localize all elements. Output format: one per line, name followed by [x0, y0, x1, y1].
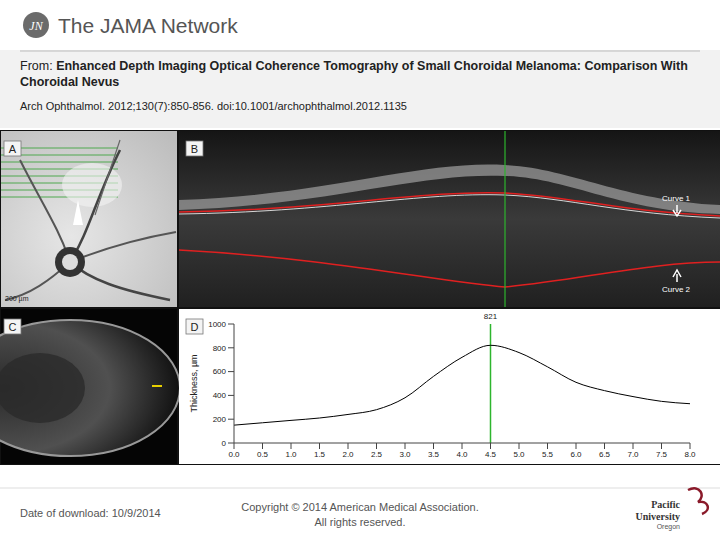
svg-text:All rights reserved.: All rights reserved. [314, 516, 405, 528]
svg-text:Copyright © 2014 American Medi: Copyright © 2014 American Medical Associ… [241, 501, 478, 513]
svg-text:3.0: 3.0 [399, 450, 411, 459]
svg-text:1.5: 1.5 [314, 450, 326, 459]
svg-text:400: 400 [213, 391, 227, 400]
svg-text:1000: 1000 [208, 320, 226, 329]
svg-text:B: B [191, 143, 198, 155]
svg-text:The JAMA Network: The JAMA Network [58, 14, 238, 37]
svg-text:5.5: 5.5 [542, 450, 554, 459]
svg-text:7.5: 7.5 [656, 450, 668, 459]
svg-text:7.0: 7.0 [627, 450, 639, 459]
svg-text:0.0: 0.0 [228, 450, 240, 459]
svg-text:6.5: 6.5 [599, 450, 611, 459]
svg-text:0: 0 [222, 439, 227, 448]
svg-text:C: C [9, 321, 17, 333]
svg-text:4.0: 4.0 [456, 450, 468, 459]
svg-text:6.0: 6.0 [570, 450, 582, 459]
svg-text:1.0: 1.0 [285, 450, 297, 459]
svg-text:JN: JN [29, 19, 43, 33]
svg-text:0.5: 0.5 [257, 450, 269, 459]
svg-text:4.5: 4.5 [485, 450, 497, 459]
svg-text:Pacific: Pacific [651, 499, 680, 510]
svg-text:D: D [191, 321, 199, 333]
svg-text:Curve 1: Curve 1 [662, 194, 691, 203]
svg-text:200: 200 [213, 415, 227, 424]
svg-text:Date of download: 10/9/2014: Date of download: 10/9/2014 [20, 507, 161, 519]
svg-text:University: University [636, 511, 680, 522]
svg-text:800: 800 [213, 344, 227, 353]
svg-text:200 µm: 200 µm [8, 295, 29, 303]
svg-text:8.0: 8.0 [684, 450, 696, 459]
svg-text:600: 600 [213, 367, 227, 376]
html-text:Arch Ophthalmol. 2012;130(7):8: Arch Ophthalmol. 2012;130(7):850-856. do… [20, 100, 407, 112]
svg-text:Thickness, µm: Thickness, µm [189, 354, 199, 412]
svg-text:5.0: 5.0 [513, 450, 525, 459]
html-text:From: Enhanced Depth Imaging O: From: Enhanced Depth Imaging Optical Coh… [20, 59, 688, 89]
svg-text:821: 821 [484, 312, 498, 321]
svg-text:Oregon: Oregon [657, 523, 680, 531]
svg-text:A: A [9, 143, 17, 155]
svg-text:Curve 2: Curve 2 [662, 285, 691, 294]
svg-text:2.0: 2.0 [342, 450, 354, 459]
svg-text:3.5: 3.5 [428, 450, 440, 459]
svg-text:2.5: 2.5 [371, 450, 383, 459]
